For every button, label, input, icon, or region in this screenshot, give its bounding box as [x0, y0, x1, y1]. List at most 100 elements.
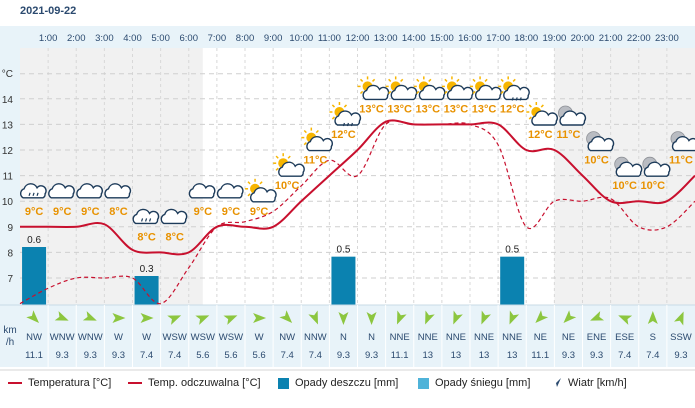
wind-speed: 9.3: [365, 350, 378, 361]
wind-arrow-shape: [366, 312, 377, 325]
cloud-shape: [643, 161, 671, 177]
wind-arrow-icon: [453, 310, 463, 325]
temp-label: 13°C: [472, 103, 497, 115]
rain-bar: [22, 247, 47, 305]
wind-arrow-icon: [140, 313, 154, 323]
legend-snow: Opady śniegu [mm]: [418, 377, 530, 389]
wind-arrow-icon: [647, 311, 658, 324]
wind-arrow-icon: [425, 310, 435, 325]
cloud-shape: [362, 84, 390, 101]
rain-drop: [140, 218, 144, 222]
wind-arrow-shape: [618, 315, 633, 325]
moon-cloud-icon: [670, 131, 695, 152]
sun-ray: [416, 78, 420, 82]
moon-cloud-icon: [558, 105, 587, 126]
hour-label: 10:00: [289, 33, 313, 44]
y-tick-label: 13: [2, 120, 14, 131]
wind-speed: 7.4: [168, 350, 181, 361]
cloud-shape: [188, 183, 216, 199]
sun-ray: [331, 116, 336, 120]
wind-speed: 5.6: [224, 350, 237, 361]
cloud-shape: [615, 161, 643, 177]
sun-cloud-rain-icon: [329, 102, 362, 127]
temp-label: 10°C: [612, 180, 637, 192]
y-unit-label: °C: [2, 69, 13, 80]
cloud-shape: [48, 183, 75, 199]
sun-ray: [444, 90, 448, 95]
wind-arrow-shape: [674, 311, 684, 326]
sun-ray: [540, 104, 544, 108]
wind-arrow-icon: [366, 312, 377, 325]
wind-arrow-icon: [253, 313, 267, 323]
wind-direction: N: [340, 332, 347, 343]
wind-arrow-icon: [223, 315, 238, 325]
hour-label: 20:00: [571, 33, 595, 44]
wind-arrow-shape: [425, 310, 435, 325]
wind-speed: 7.4: [618, 350, 631, 361]
wind-arrow-icon: [397, 310, 407, 325]
wind-speed: 7.4: [646, 350, 659, 361]
wind-speed: 13: [451, 350, 462, 361]
legend-rain: Opady deszczu [mm]: [278, 377, 398, 389]
cloud-shape: [446, 84, 474, 101]
wind-arrow-icon: [618, 315, 633, 325]
temp-label: 8°C: [137, 231, 156, 243]
moon-cloud-icon: [614, 156, 643, 177]
temp-label: 8°C: [109, 206, 128, 218]
moon-cloud-icon: [642, 156, 671, 177]
sun-cloud-icon: [301, 127, 334, 152]
cloud-shape: [132, 208, 160, 225]
wind-arrow-shape: [481, 310, 491, 325]
temp-label: 13°C: [387, 103, 412, 115]
wind-arrow-shape: [647, 311, 658, 324]
rain-drop: [346, 122, 350, 127]
wind-speed: 9.3: [56, 350, 69, 361]
weather-chart: 7 8 9 10 11 12 13 14 °C 1:00 2:00 3:00 4:00 5:00 6:00 7…: [0, 26, 695, 371]
temp-label: 9°C: [250, 206, 269, 218]
wind-direction: NNE: [474, 332, 494, 343]
rain-drop: [28, 192, 31, 196]
wind-direction: WNW: [78, 332, 103, 343]
hour-label: 13:00: [374, 33, 398, 44]
cloud-icon: [188, 183, 216, 199]
wind-speed: 7.4: [140, 350, 153, 361]
sun-ray: [456, 78, 460, 82]
wind-arrow-icon: [338, 312, 349, 325]
hour-label: 5:00: [151, 33, 170, 44]
wind-arrow-icon: [563, 310, 577, 323]
wind-speed: 5.6: [252, 350, 265, 361]
cloud-shape: [587, 135, 615, 152]
wind-arrow-icon: [82, 311, 97, 321]
sun-ray: [315, 129, 319, 134]
cloud-icon: [48, 183, 75, 199]
wind-arrow-shape: [140, 313, 154, 323]
rain-drop: [350, 122, 354, 127]
wind-speed: 9.3: [337, 350, 350, 361]
hour-label: 15:00: [430, 33, 454, 44]
temp-label: 12°C: [331, 129, 356, 141]
wind-arrow-shape: [54, 311, 69, 321]
temp-label: 9°C: [222, 206, 241, 218]
wind-speed: 7.4: [281, 350, 294, 361]
rain-drop: [148, 218, 152, 222]
sun-ray: [528, 104, 532, 108]
hour-label: 16:00: [458, 33, 482, 44]
wind-arrow-shape: [279, 310, 293, 323]
cloud-shape: [559, 110, 587, 126]
wind-direction: NW: [279, 332, 295, 343]
hour-label: 14:00: [402, 33, 426, 44]
y-tick-label: 11: [3, 172, 14, 183]
sun-cloud-icon: [357, 76, 390, 101]
sun-ray: [500, 90, 504, 95]
hour-header-band: [20, 26, 695, 48]
wind-arrow-shape: [253, 313, 267, 323]
sun-ray: [444, 78, 448, 82]
legend-rain-label: Opady deszczu [mm]: [295, 377, 399, 389]
rain-drop: [519, 97, 522, 101]
wind-arrow-icon: [590, 311, 605, 321]
wind-speed: 9.3: [674, 350, 687, 361]
wind-arrow-shape: [509, 310, 520, 325]
legend: Temperatura [°C] Temp. odczuwalna [°C] O…: [0, 372, 695, 396]
sun-ray: [259, 181, 263, 185]
temp-label: 13°C: [416, 103, 441, 115]
